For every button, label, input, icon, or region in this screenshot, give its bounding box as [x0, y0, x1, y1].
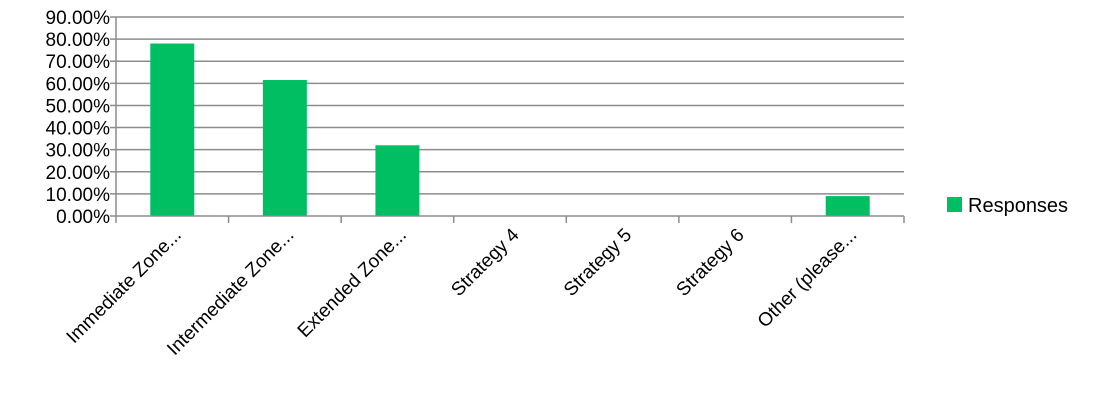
x-tick-label: Strategy 5: [560, 225, 636, 301]
y-tick-label: 80.00%: [46, 30, 111, 51]
x-tick-label: Intermediate Zone...: [163, 225, 298, 360]
y-tick-label: 60.00%: [46, 74, 111, 95]
y-tick-label: 30.00%: [46, 141, 111, 162]
x-axis-tick-labels: Immediate Zone...Intermediate Zone...Ext…: [63, 224, 862, 359]
legend-label: Responses: [968, 195, 1068, 217]
axes: [115, 17, 905, 223]
y-tick-label: 50.00%: [46, 96, 111, 117]
x-tick-label: Extended Zone...: [294, 225, 411, 342]
bars: [150, 43, 870, 217]
x-tick-label: Strategy 6: [673, 225, 749, 301]
y-tick-label: 0.00%: [56, 207, 110, 228]
y-tick-label: 70.00%: [46, 52, 111, 73]
x-tick-label: Immediate Zone...: [63, 225, 186, 348]
y-tick-label: 20.00%: [46, 163, 111, 184]
bar: [375, 145, 420, 216]
y-tick-label: 40.00%: [46, 119, 111, 140]
y-axis-tick-labels: 0.00%10.00%20.00%30.00%40.00%50.00%60.00…: [46, 8, 111, 228]
gridlines: [110, 16, 904, 217]
x-tick-label: Other (please...: [754, 225, 861, 332]
bar: [825, 196, 870, 216]
legend-swatch: [947, 197, 962, 212]
bar: [150, 43, 195, 217]
bar: [262, 80, 307, 217]
y-tick-label: 90.00%: [46, 8, 111, 29]
legend: Responses: [947, 195, 1068, 217]
x-tick-label: Strategy 4: [447, 224, 523, 300]
y-tick-label: 10.00%: [46, 185, 111, 206]
